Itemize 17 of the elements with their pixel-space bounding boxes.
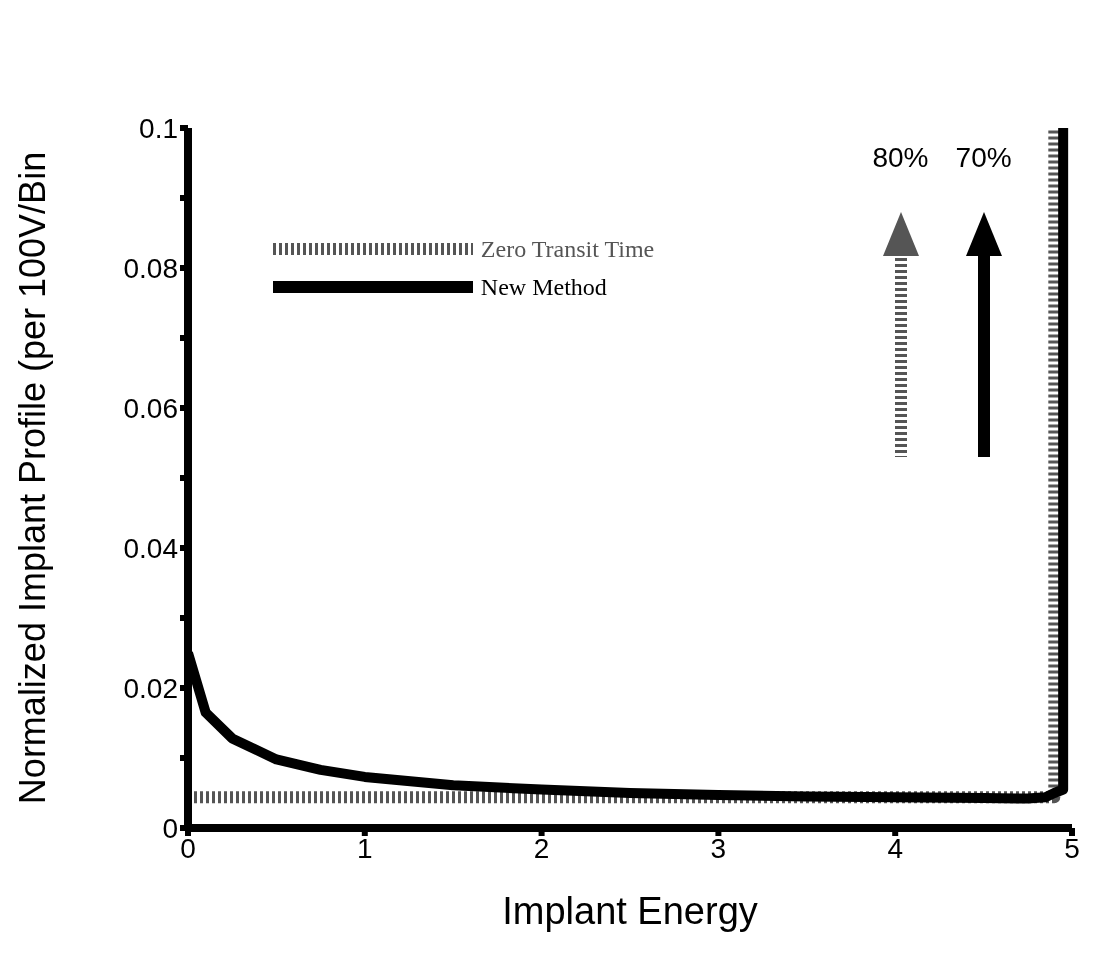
x-axis-title: Implant Energy [502, 890, 758, 932]
x-tick-label: 2 [533, 832, 550, 864]
annotation: 80% [872, 142, 929, 173]
text: New Method [480, 272, 607, 302]
y-tick-label: 0.04 [123, 532, 178, 564]
y-tick-label: 0.06 [123, 392, 178, 424]
y-tick-label: 0.02 [123, 672, 178, 704]
x-tick-label: 1 [357, 832, 373, 864]
y-tick-label: 0.1 [139, 112, 178, 144]
y-axis-title: Normalized Implant Profile (per 100V/Bin [11, 151, 53, 805]
annotation: 70% [955, 142, 1012, 173]
y-tick-label: 0 [162, 812, 178, 844]
y-tick-label: 0.08 [123, 252, 178, 284]
x-tick-label: 5 [1064, 832, 1080, 864]
text: Zero Transit Time [480, 234, 655, 264]
x-tick-label: 3 [710, 832, 727, 864]
x-tick-label: 4 [887, 832, 903, 864]
